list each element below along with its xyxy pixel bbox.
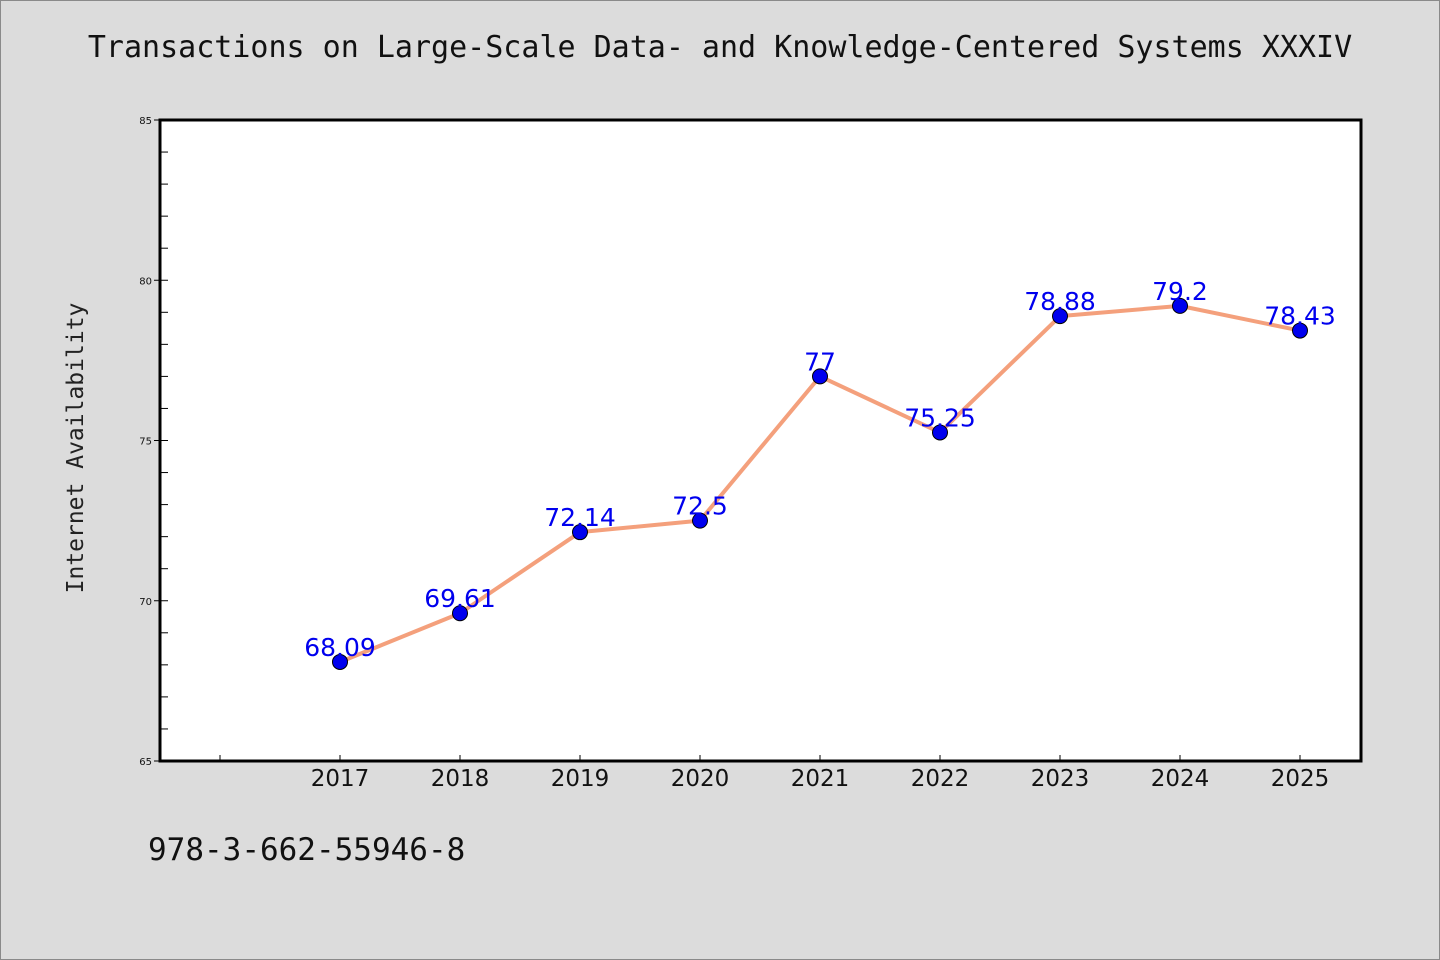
- x-tick-label: 2024: [1151, 766, 1210, 792]
- y-tick-label: 65: [139, 757, 152, 768]
- data-point: [332, 653, 348, 670]
- data-point: [692, 512, 708, 529]
- data-point: [1292, 322, 1308, 339]
- y-tick-label: 75: [139, 437, 152, 448]
- chart-title: Transactions on Large-Scale Data- and Kn…: [87, 30, 1353, 65]
- x-tick-label: 2022: [911, 766, 970, 792]
- x-tick-label: 2025: [1271, 766, 1330, 792]
- y-tick-label: 70: [139, 597, 152, 608]
- data-point: [452, 605, 468, 622]
- x-tick-label: 2019: [551, 766, 610, 792]
- isbn-text: 978-3-662-55946-8: [148, 832, 466, 868]
- data-label: 79.2: [1152, 277, 1208, 306]
- data-label: 68.09: [304, 633, 376, 662]
- data-label: 72.14: [544, 503, 616, 532]
- y-tick-label: 80: [139, 276, 152, 287]
- data-point: [572, 524, 588, 541]
- x-tick-label: 2021: [791, 766, 850, 792]
- data-label: 78.43: [1264, 302, 1336, 331]
- x-tick-label: 2023: [1031, 766, 1090, 792]
- y-tick-label: 85: [139, 116, 152, 127]
- data-point: [1172, 297, 1188, 314]
- data-point: [1052, 308, 1068, 325]
- x-tick-label: 2020: [671, 766, 730, 792]
- data-label: 72.5: [672, 492, 728, 521]
- data-label: 75.25: [904, 403, 976, 432]
- data-label: 69.61: [424, 584, 496, 613]
- x-tick-label: 2018: [431, 766, 490, 792]
- data-label: 78.88: [1024, 287, 1096, 316]
- data-label: 77: [804, 347, 836, 376]
- data-point: [812, 368, 828, 385]
- data-point: [932, 424, 948, 441]
- x-tick-label: 2017: [311, 766, 370, 792]
